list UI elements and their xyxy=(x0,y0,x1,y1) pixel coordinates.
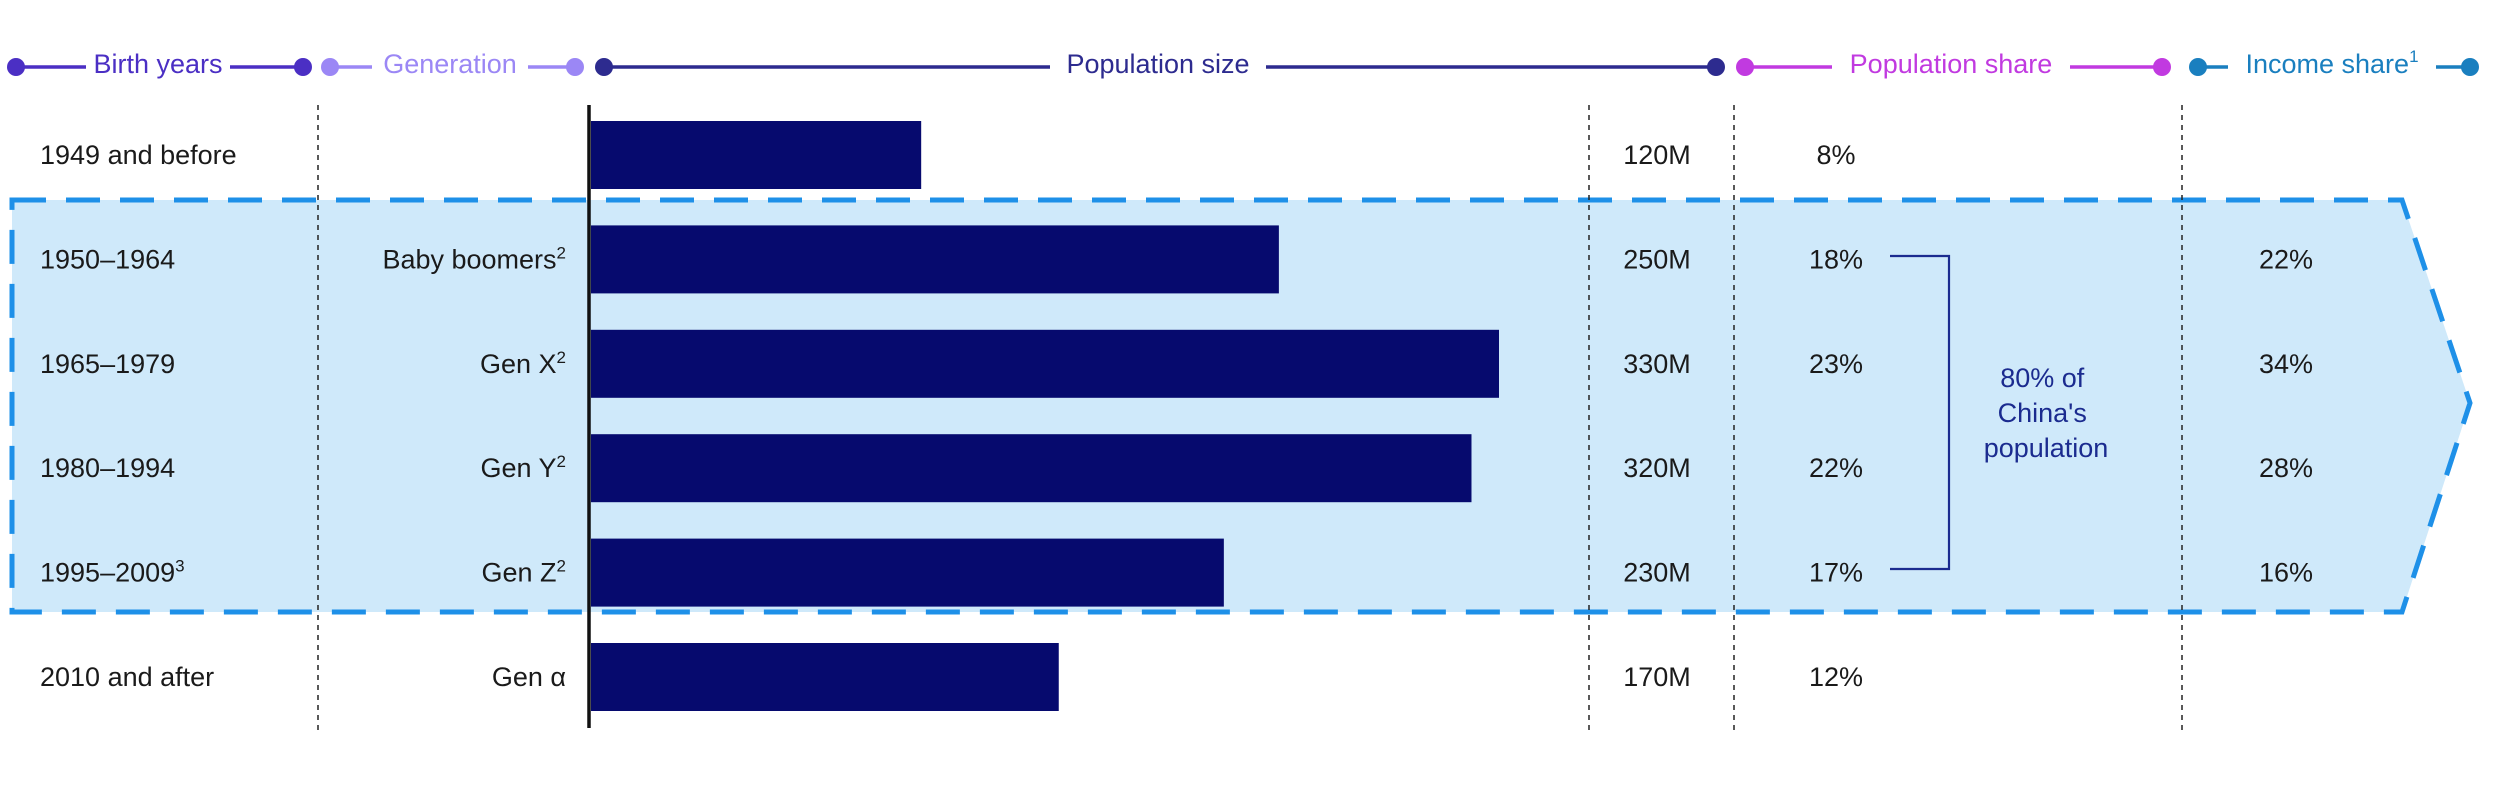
header-birth-years: Birth years xyxy=(7,46,312,84)
chart-row: 1965–1979 Gen X2 330M 23% 34% xyxy=(40,329,2313,398)
header-dot-right xyxy=(294,58,312,76)
chart-row: 2010 and after Gen α 170M 12% xyxy=(40,643,1863,711)
header-population-size-label: Population size xyxy=(1066,49,1249,79)
bracket-line xyxy=(1890,254,1951,571)
category-label: 1950–1964 xyxy=(40,244,175,274)
category-label: 2010 and after xyxy=(40,662,214,692)
category-label: 1965–1979 xyxy=(40,349,175,379)
chart-row: 1949 and before 120M 8% xyxy=(40,121,1856,189)
value-label: 330M xyxy=(1623,349,1691,379)
category-label: 1949 and before xyxy=(40,140,237,170)
generation-label: Gen Z2 xyxy=(482,557,567,588)
value-label: 250M xyxy=(1623,244,1691,274)
bar xyxy=(591,434,1472,503)
header-dot-left xyxy=(595,58,613,76)
chart-row: 1950–1964 Baby boomers2 250M 18% 22% xyxy=(40,225,2313,294)
population-share-label: 22% xyxy=(1809,453,1863,483)
population-share-label: 12% xyxy=(1809,662,1863,692)
value-label: 120M xyxy=(1623,140,1691,170)
bar xyxy=(591,329,1499,398)
population-share-label: 23% xyxy=(1809,349,1863,379)
chart-row: 1980–1994 Gen Y2 320M 22% 28% xyxy=(40,434,2313,503)
generation-label: Baby boomers2 xyxy=(382,243,566,274)
header-population-share: Population share xyxy=(1736,46,2171,84)
highlight-band xyxy=(9,197,2473,615)
header-dot-right xyxy=(566,58,584,76)
header-income-share: Income share1 xyxy=(2189,44,2479,84)
generation-label: Gen Y2 xyxy=(480,452,566,483)
category-label: 1980–1994 xyxy=(40,453,175,483)
header-dot-left xyxy=(1736,58,1754,76)
generation-label: Gen α xyxy=(492,662,566,692)
bar xyxy=(591,121,922,189)
header-dot-left xyxy=(7,58,25,76)
header-generation: Generation xyxy=(321,46,584,84)
bar xyxy=(591,538,1224,607)
income-share-label: 16% xyxy=(2259,558,2313,588)
income-share-label: 22% xyxy=(2259,244,2313,274)
chart-row: 1995–20093 Gen Z2 230M 17% 16% xyxy=(40,538,2313,607)
category-label: 1995–20093 xyxy=(40,557,185,588)
value-label: 320M xyxy=(1623,453,1691,483)
bracket-label: 80% of China's population xyxy=(1984,363,2109,463)
value-label: 230M xyxy=(1623,558,1691,588)
header-generation-label: Generation xyxy=(383,49,517,79)
header-dot-right xyxy=(2461,58,2479,76)
bar xyxy=(591,225,1279,294)
column-separators xyxy=(317,105,2183,735)
income-share-label: 34% xyxy=(2259,349,2313,379)
header-dot-left xyxy=(2189,58,2207,76)
bar xyxy=(591,643,1059,711)
header-dot-right xyxy=(1707,58,1725,76)
header-population-size: Population size xyxy=(595,46,1725,84)
header-birth-years-label: Birth years xyxy=(93,49,222,79)
chart-rows: 1949 and before 120M 8% 1950–1964 Baby boome… xyxy=(40,121,2313,711)
header-dot-right xyxy=(2153,58,2171,76)
bracket-annotation: 80% of China's population xyxy=(1890,254,2109,571)
header-population-share-label: Population share xyxy=(1850,49,2053,79)
header-dot-left xyxy=(321,58,339,76)
generation-label: Gen X2 xyxy=(480,348,566,379)
population-share-label: 18% xyxy=(1809,244,1863,274)
header-income-share-label: Income share1 xyxy=(2245,47,2418,79)
population-share-label: 17% xyxy=(1809,558,1863,588)
value-label: 170M xyxy=(1623,662,1691,692)
income-share-label: 28% xyxy=(2259,453,2313,483)
population-share-label: 8% xyxy=(1816,140,1855,170)
